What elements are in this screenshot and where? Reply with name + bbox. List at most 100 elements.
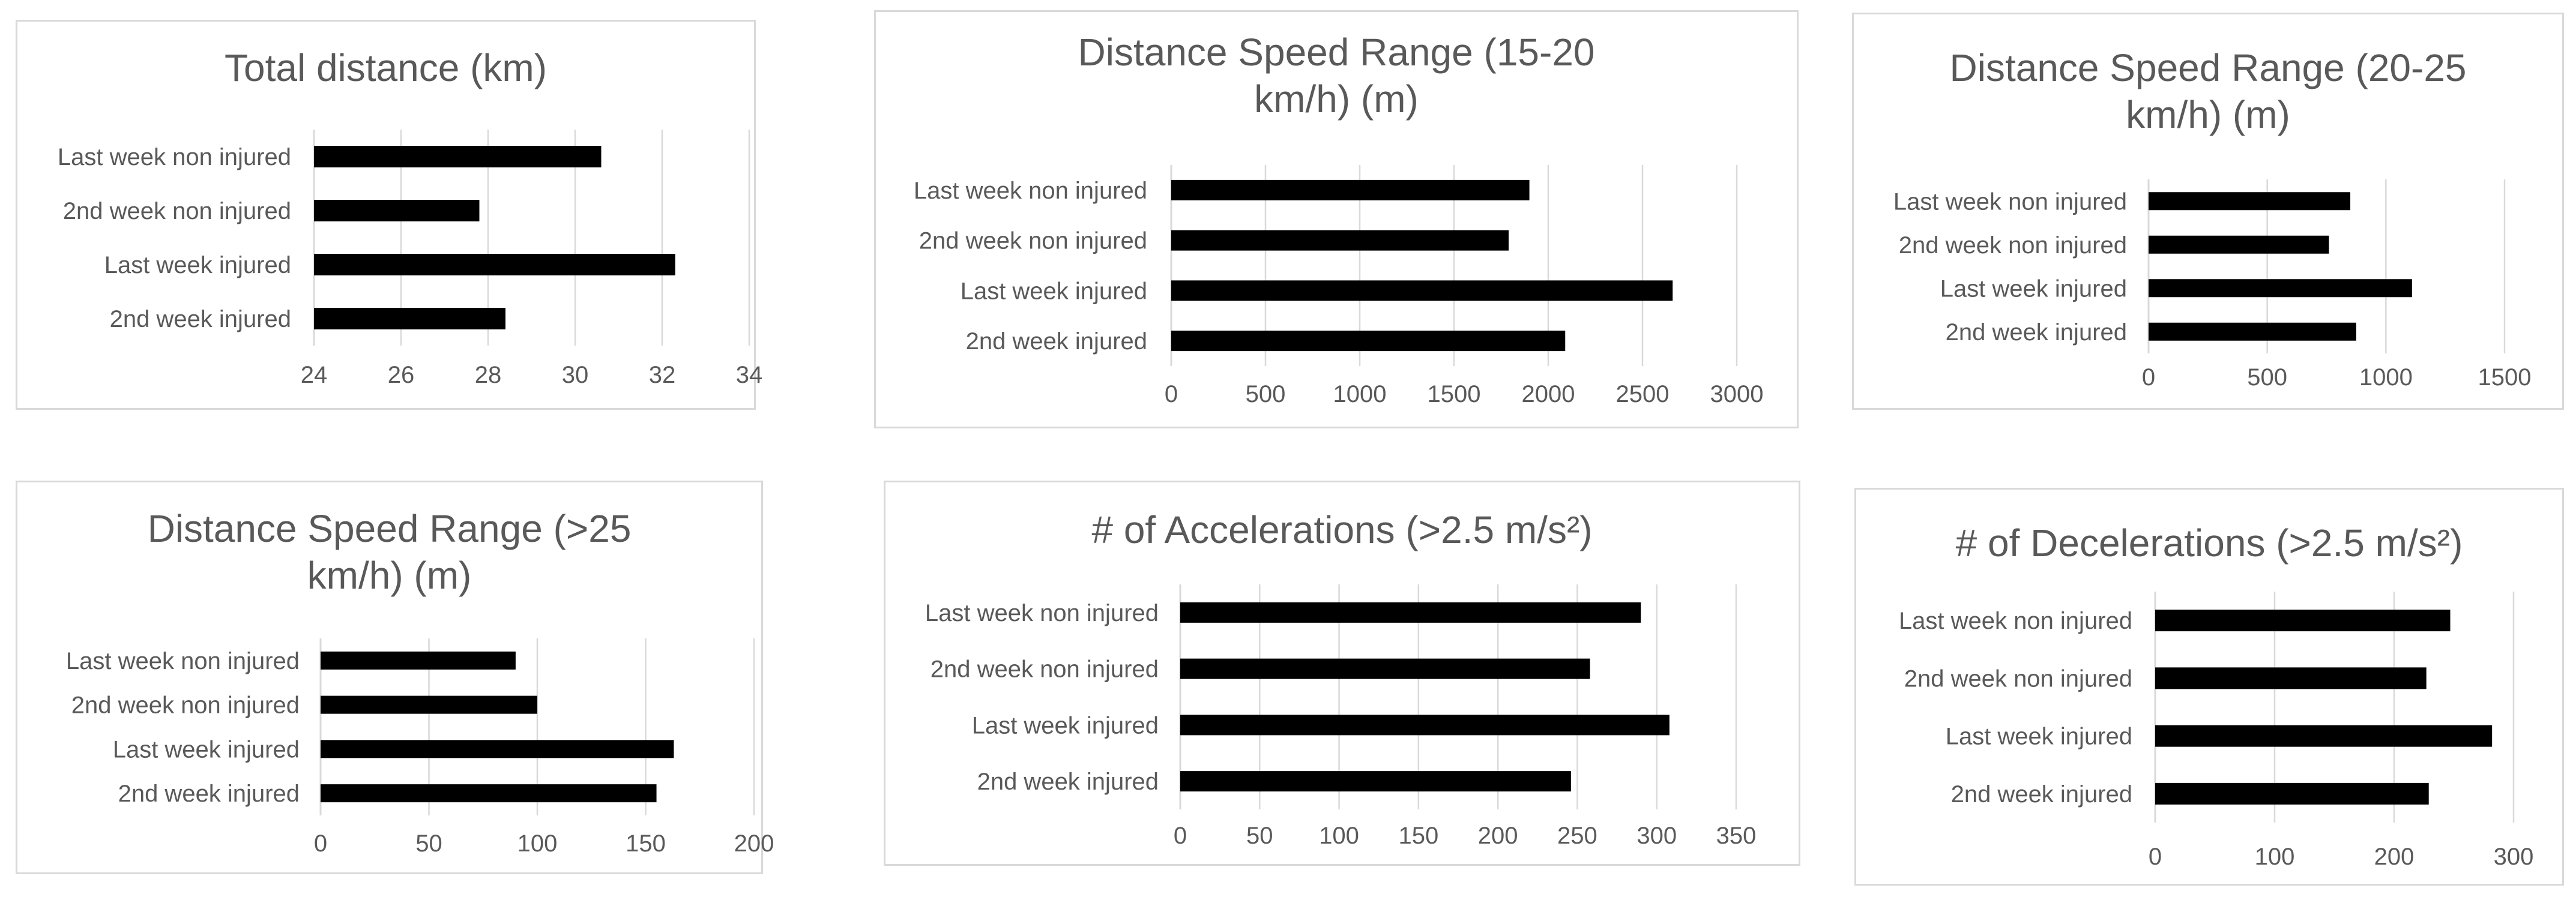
bar xyxy=(2155,667,2427,689)
tick-label: 100 xyxy=(517,830,558,857)
chart-title: Total distance (km) xyxy=(224,46,547,89)
chart-plot: 0 100 200 300 Last week non injured 2nd week … xyxy=(1899,592,2534,870)
tick-label: 0 xyxy=(314,830,327,857)
tick-label: 300 xyxy=(2494,844,2534,870)
category-label: Last week injured xyxy=(113,736,300,763)
category-label: Last week injured xyxy=(972,712,1159,739)
tick-label: 500 xyxy=(1246,381,1286,407)
chart-plot: 0 500 1000 1500 Last week non injured 2nd wee… xyxy=(1893,179,2532,391)
bar xyxy=(1171,179,1530,200)
chart-plot: 0 50 100 150 200 Last week non injured 2nd wee… xyxy=(66,638,774,857)
bar xyxy=(314,200,480,221)
category-label: 2nd week injured xyxy=(1951,781,2132,808)
chart-title: Distance Speed Range (20-25 km/h) (m) xyxy=(1949,46,2467,136)
tick-label: 150 xyxy=(626,830,666,857)
tick-label: 30 xyxy=(562,362,589,388)
tick-label: 34 xyxy=(736,362,763,388)
chart-panel-distance-15-20: Distance Speed Range (15-20 km/h) (m) 0 5… xyxy=(874,10,1799,428)
chart-plot: 24 26 28 30 32 34 Last week non injured 2nd wee… xyxy=(58,130,762,388)
category-label: 2nd week injured xyxy=(1946,319,2127,346)
bar xyxy=(314,254,675,275)
chart-panel-decelerations: # of Decelerations (>2.5 m/s²) 0 100 200 30… xyxy=(1854,488,2564,886)
tick-label: 26 xyxy=(388,362,415,388)
bar xyxy=(2155,610,2451,632)
bar xyxy=(2149,235,2329,254)
chart-panel-total-distance: Total distance (km) 24 26 28 30 32 34 Last wee… xyxy=(16,20,762,410)
tick-label: 100 xyxy=(1319,823,1359,849)
category-label: Last week injured xyxy=(1940,275,2127,302)
bar xyxy=(321,695,537,714)
tick-label: 0 xyxy=(1174,823,1187,849)
tick-label: 0 xyxy=(2149,844,2162,870)
category-label: Last week injured xyxy=(104,252,291,278)
category-label: Last week non injured xyxy=(1893,188,2127,215)
tick-label: 1000 xyxy=(2359,364,2413,391)
bar xyxy=(1180,771,1571,792)
chart-title: Distance Speed Range (15-20 km/h) (m) xyxy=(1078,31,1595,121)
chart-title: # of Accelerations (>2.5 m/s²) xyxy=(1091,508,1593,551)
tick-label: 250 xyxy=(1557,823,1597,849)
bar xyxy=(314,146,602,167)
tick-label: 28 xyxy=(475,362,502,388)
chart-panel-accelerations: # of Accelerations (>2.5 m/s²) 0 50 100 150… xyxy=(884,481,1800,866)
tick-label: 32 xyxy=(649,362,676,388)
chart-plot: 0 50 100 150 200 250 300 350 Last week non injur… xyxy=(925,584,1757,849)
bar xyxy=(1180,715,1670,736)
tick-label: 50 xyxy=(415,830,442,857)
bar xyxy=(321,651,516,670)
bar xyxy=(1171,230,1509,251)
category-label: 2nd week non injured xyxy=(1904,665,2132,692)
category-label: 2nd week injured xyxy=(118,781,300,807)
bar xyxy=(1171,331,1566,352)
bar xyxy=(1180,602,1641,623)
bar xyxy=(2149,322,2356,341)
tick-label: 300 xyxy=(1636,823,1677,849)
tick-label: 100 xyxy=(2255,844,2295,870)
category-label: 2nd week non injured xyxy=(1899,232,2127,259)
tick-label: 200 xyxy=(2374,844,2415,870)
bar xyxy=(2155,725,2493,747)
tick-label: 0 xyxy=(2142,364,2155,391)
bar xyxy=(1180,658,1590,679)
bar xyxy=(2149,279,2412,298)
category-label: 2nd week injured xyxy=(110,306,291,332)
tick-label: 24 xyxy=(301,362,328,388)
tick-label: 200 xyxy=(734,830,774,857)
tick-label: 150 xyxy=(1398,823,1438,849)
tick-label: 2500 xyxy=(1616,381,1670,407)
tick-label: 350 xyxy=(1716,823,1757,849)
tick-label: 1500 xyxy=(2478,364,2532,391)
tick-label: 0 xyxy=(1165,381,1178,407)
chart-panel-distance-20-25: Distance Speed Range (20-25 km/h) (m) 0 5… xyxy=(1852,13,2564,410)
chart-title: # of Decelerations (>2.5 m/s²) xyxy=(1955,521,2463,565)
tick-label: 2000 xyxy=(1522,381,1575,407)
bar xyxy=(321,784,657,803)
category-label: 2nd week injured xyxy=(977,769,1159,795)
tick-label: 1000 xyxy=(1333,381,1387,407)
category-label: Last week non injured xyxy=(925,600,1159,626)
chart-title: Distance Speed Range (>25 km/h) (m) xyxy=(147,507,632,597)
category-label: Last week non injured xyxy=(1899,608,2132,634)
bar xyxy=(314,308,505,329)
tick-label: 50 xyxy=(1246,823,1273,849)
category-label: 2nd week non injured xyxy=(71,692,300,719)
category-label: Last week non injured xyxy=(58,144,291,170)
tick-label: 3000 xyxy=(1710,381,1764,407)
tick-label: 500 xyxy=(2247,364,2287,391)
category-label: 2nd week injured xyxy=(966,328,1147,355)
category-label: 2nd week non injured xyxy=(919,228,1147,254)
chart-panel-distance-over-25: Distance Speed Range (>25 km/h) (m) 0 50 1… xyxy=(16,481,774,874)
chart-plot: 0 500 1000 1500 2000 2500 3000 Last week non in… xyxy=(914,165,1764,407)
category-label: Last week injured xyxy=(1946,724,2132,750)
category-label: Last week non injured xyxy=(66,648,300,674)
category-label: 2nd week non injured xyxy=(931,656,1159,683)
bar xyxy=(2155,782,2429,805)
tick-label: 1500 xyxy=(1428,381,1481,407)
category-label: 2nd week non injured xyxy=(63,198,291,224)
bar xyxy=(321,740,674,758)
bar xyxy=(2149,192,2351,211)
category-label: Last week non injured xyxy=(914,178,1147,204)
category-label: Last week injured xyxy=(961,278,1147,304)
bar xyxy=(1171,280,1673,301)
